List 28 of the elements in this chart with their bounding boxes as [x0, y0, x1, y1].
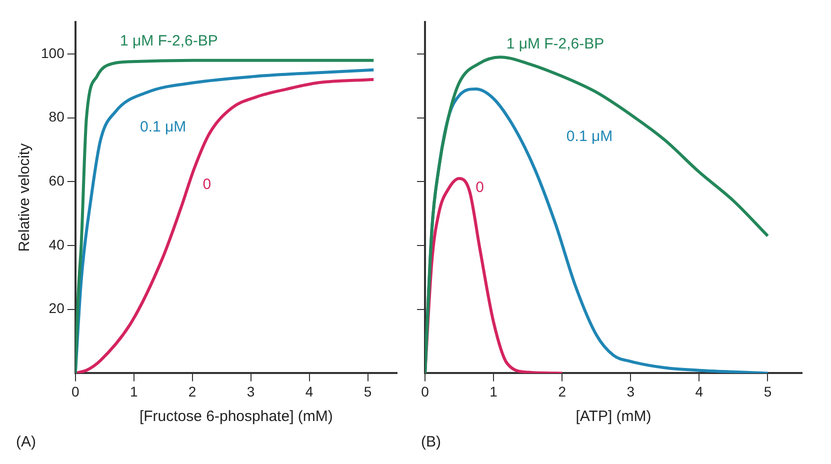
x-tick-label: 3: [246, 383, 255, 400]
series-label: 1 μM F-2,6-BP: [120, 32, 218, 50]
x-tick-label: 2: [558, 383, 566, 400]
y-axis-title: Relative velocity: [16, 142, 34, 252]
series-label: 1 μM F-2,6-BP: [506, 35, 604, 52]
x-tick-label: 1: [490, 383, 498, 400]
text: (A): [16, 434, 36, 451]
series-label: 0.1 μM: [140, 118, 186, 136]
x-tick-label: 2: [188, 383, 196, 400]
x-tick-label: 4: [305, 383, 314, 400]
y-tick-label: 80: [48, 108, 65, 125]
x-tick-label: 0: [421, 383, 430, 400]
x-tick-label: 5: [364, 383, 372, 400]
x-axis-title: [Fructose 6-phosphate] (mM): [139, 408, 333, 426]
y-tick-label: 20: [48, 300, 65, 316]
x-tick-label: 4: [695, 383, 704, 400]
x-tick-label: 1: [130, 383, 138, 400]
x-tick-label: 3: [626, 383, 635, 400]
series-label: 0: [202, 176, 212, 193]
x-axis-title: [ATP] (mM): [576, 408, 652, 426]
x-tick-label: 0: [71, 383, 80, 400]
x-tick-label: 5: [764, 383, 772, 400]
series-label: 0: [476, 179, 484, 196]
y-tick-label: 60: [48, 172, 65, 188]
text: 0.1 μM: [566, 128, 613, 146]
y-tick-label: 40: [48, 236, 65, 252]
y-tick-label: 100: [41, 44, 65, 61]
text: (B): [421, 434, 441, 451]
